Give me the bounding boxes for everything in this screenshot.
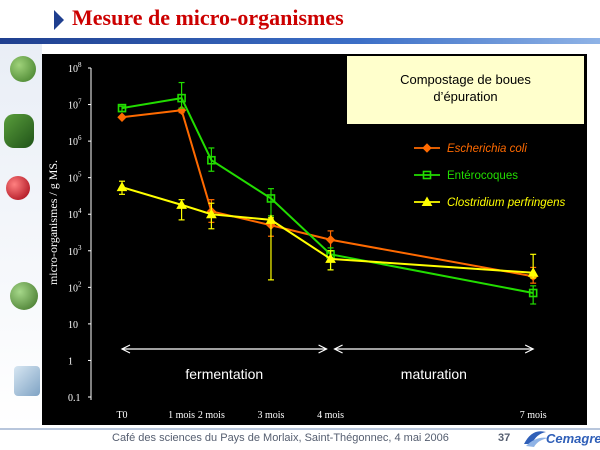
- legend-item-0: Escherichia coli: [414, 143, 527, 155]
- title-bar: Mesure de micro-organismes: [0, 0, 600, 40]
- phase-label: maturation: [401, 366, 467, 382]
- axes: 1081071061051041031021010.1micro-organis…: [46, 61, 547, 421]
- y-axis-title: micro-organismes / g MS.: [46, 160, 60, 285]
- legend-label: Entérocoques: [447, 170, 518, 182]
- y-tick-label: 105: [68, 171, 82, 185]
- x-tick-label: 2 mois: [198, 410, 225, 421]
- legend-item-2: Clostridium perfringens: [414, 196, 565, 209]
- legend: Compostage de boues d’épuration Escherichi…: [347, 56, 584, 209]
- chart-area: 108 107 106 105 104 103 102 10 1 0.1 micro-organis…: [42, 54, 587, 425]
- data-point-marker: [117, 112, 127, 122]
- data-point-marker: [117, 103, 127, 113]
- data-point-marker: [325, 253, 336, 263]
- decorative-photo-strip: [0, 44, 42, 429]
- phase-arrow-left-head: [333, 344, 343, 354]
- leaf-image: [4, 114, 34, 148]
- data-point-marker: [422, 170, 432, 180]
- y-tick-label: 104: [68, 207, 82, 221]
- data-point-marker: [325, 235, 336, 245]
- series-line: [121, 186, 534, 274]
- green-sphere-image: [10, 282, 38, 310]
- series-2: [116, 180, 539, 281]
- data-point-marker: [527, 267, 539, 277]
- data-point-marker: [422, 143, 432, 153]
- data-point-marker: [266, 194, 276, 203]
- phase-label: fermentation: [185, 366, 263, 382]
- x-tick-label: 7 mois: [520, 410, 547, 421]
- data-point-marker: [116, 181, 128, 192]
- slide-title: Mesure de micro-organismes: [72, 5, 344, 30]
- data-point-marker: [177, 93, 186, 103]
- cemagref-logo: Cemagref: [524, 431, 600, 447]
- page-number: 37: [498, 432, 511, 444]
- red-sphere-image: [6, 176, 30, 200]
- legend-label: Escherichia coli: [447, 143, 527, 155]
- caption-text: Compostage de boues: [400, 72, 531, 87]
- y-tick-label: 103: [68, 244, 82, 258]
- legend-item-1: Entérocoques: [414, 170, 518, 182]
- phase-arrow-left-head: [120, 344, 131, 354]
- log-line-chart: 1081071061051041031021010.1micro-organis…: [46, 56, 584, 421]
- series-line: [121, 109, 534, 278]
- y-tick-label: 0.1: [68, 393, 81, 404]
- y-tick-label: 102: [68, 280, 82, 294]
- y-tick-label: 10: [68, 320, 78, 331]
- y-tick-label: 107: [68, 98, 82, 112]
- footer-caption: Café des sciences du Pays de Morlaix, Sa…: [112, 432, 449, 444]
- green-sphere-image: [10, 56, 36, 82]
- lab-photo-image: [14, 366, 40, 396]
- x-tick-label: 1 mois: [168, 410, 195, 421]
- phase-arrow-right-head: [318, 344, 328, 354]
- data-point-marker: [265, 214, 277, 224]
- series-layer: [116, 81, 539, 305]
- data-point-marker: [421, 196, 433, 206]
- data-point-marker: [206, 208, 217, 219]
- caption-box: [347, 56, 584, 124]
- data-point-marker: [528, 288, 538, 298]
- data-point-marker: [207, 155, 216, 165]
- x-tick-label: 3 mois: [257, 410, 284, 421]
- y-tick-label: 106: [68, 134, 82, 148]
- legend-label: Clostridium perfringens: [447, 197, 565, 209]
- title-bullet-icon: [54, 10, 64, 30]
- caption-text: d’épuration: [433, 89, 497, 104]
- logo-wordmark: Cemagref: [546, 431, 600, 446]
- y-tick-label: 1: [68, 356, 73, 367]
- data-point-marker: [176, 199, 187, 209]
- y-tick-label: 108: [68, 61, 82, 75]
- x-tick-label: T0: [116, 410, 127, 421]
- x-tick-label: 4 mois: [317, 410, 344, 421]
- series-line: [121, 97, 534, 294]
- title-divider: [0, 38, 600, 44]
- phase-arrow-right-head: [524, 344, 535, 354]
- footer-divider: [0, 428, 600, 430]
